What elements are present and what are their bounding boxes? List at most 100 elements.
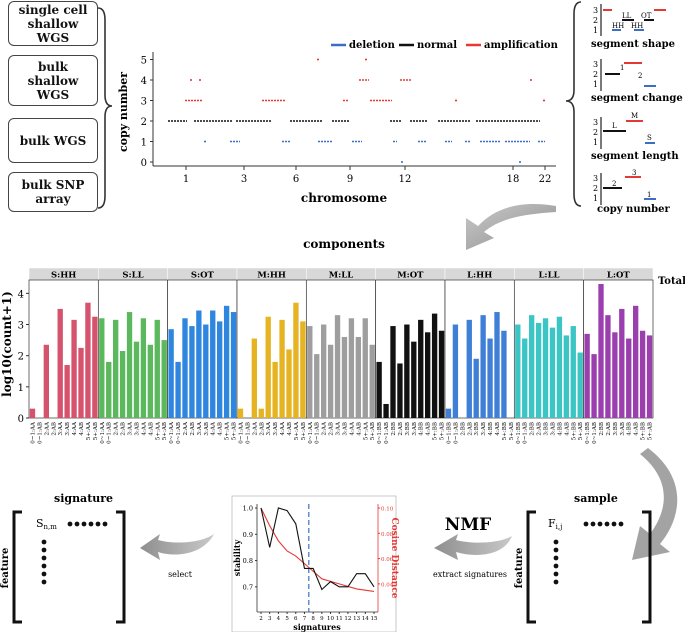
bar-label: 2:AA: [183, 421, 189, 435]
bar: [376, 361, 382, 418]
bar-label: 2:AB: [259, 422, 265, 436]
svg-text:Sn,m: Sn,m: [36, 517, 57, 531]
bar: [286, 349, 292, 418]
bar-label: 0~1:AB: [107, 422, 113, 444]
bar-label: 5+:BB: [571, 422, 577, 440]
bar: [106, 361, 112, 418]
st-xtick: 9: [320, 616, 324, 622]
bar-label: 4:AB: [356, 422, 362, 436]
bar: [210, 310, 216, 418]
comp-ytick-1: 1: [18, 383, 24, 394]
bar-label: 0~1:AB: [523, 422, 529, 444]
bar-label: 0~1:BB: [377, 422, 383, 444]
bar: [43, 344, 49, 418]
bar: [64, 365, 70, 418]
bar: [445, 408, 452, 418]
signature-feature-label: feature: [0, 548, 11, 589]
legend-amplification: amplification: [484, 40, 559, 51]
svg-text:Fi,j: Fi,j: [548, 517, 562, 531]
arrow-nmf: [434, 534, 512, 560]
svg-text:M: M: [631, 112, 638, 120]
svg-text:2: 2: [593, 128, 598, 137]
bar: [251, 338, 257, 418]
cn-xlabel: chromosome: [301, 191, 388, 205]
feature-caption-shape: segment shape: [591, 39, 675, 50]
bar-label: 5+:BB: [433, 422, 439, 440]
component-panel-l-hh: L:HH 0~1:BB 0~1:AB 2:BB 2:AB 3:BB 3:AB 4:BB 4:AB…: [444, 267, 515, 444]
bar: [591, 354, 597, 418]
cosine-line: [260, 507, 375, 593]
bar-label: 2:AA: [44, 421, 50, 435]
feature-caption-length: segment length: [591, 151, 679, 162]
bar-label: 5+:AB: [162, 422, 168, 440]
components-total-label: Total: [658, 276, 685, 287]
bar: [175, 361, 181, 418]
bar: [71, 319, 77, 418]
component-panel-l-ot: L:OT 0~1:BB 0~1:AB 2:BB 2:AB 3:BB 3:AB 4:BB 4:AB…: [583, 267, 654, 444]
bar: [237, 408, 244, 418]
bar-label: 4:AA: [280, 421, 286, 435]
bar: [535, 322, 542, 418]
svg-text:L: L: [612, 122, 617, 130]
st-xtick: 6: [294, 616, 298, 622]
bar: [348, 318, 355, 418]
panel-title: M:LL: [329, 271, 354, 281]
component-panel-l-ll: L:LL 0~1:BB 0~1:AB 2:BB 2:AB 3:BB 3:AB 4:BB 4:AB…: [513, 267, 584, 444]
feature-segment-length: 3 2 1 L M S segment length: [591, 112, 679, 162]
panel-title: M:HH: [257, 271, 286, 281]
cn-ytick-3: 3: [141, 97, 147, 108]
bar: [140, 318, 147, 418]
svg-text:2: 2: [612, 180, 616, 188]
bar: [369, 344, 375, 418]
bar: [480, 315, 486, 418]
svg-text:LL: LL: [622, 12, 632, 20]
bar: [619, 308, 625, 418]
bar-label: 3:AB: [620, 422, 626, 436]
feature-segment-change: 3 2 1 1 2 segment change: [591, 59, 683, 104]
st-xtick: 3: [268, 616, 272, 622]
bar: [265, 316, 271, 418]
bar: [321, 324, 327, 418]
bar: [272, 361, 278, 418]
bar-label: 3:BB: [474, 422, 480, 436]
bar: [85, 302, 91, 418]
bar-label: 2:BB: [460, 422, 466, 436]
bar-label: 2:AA: [114, 421, 120, 435]
bar-label: 2:BB: [391, 422, 397, 436]
bar: [182, 318, 188, 418]
bar-label: 5+:AB: [509, 422, 515, 440]
bar: [452, 324, 459, 418]
bar-label: 5+:AB: [648, 422, 654, 440]
bar-label: 0~1:AB: [245, 422, 251, 444]
bar-label: 3:AB: [204, 422, 210, 436]
cn-xtick-6: 6: [293, 174, 299, 185]
st-ytick: 1.0: [243, 505, 253, 513]
stability-xlabel: signatures: [293, 622, 341, 632]
bar-label: 4:AB: [426, 422, 432, 436]
data-type-bulk-wgs: bulk WGS: [8, 118, 98, 163]
bar: [189, 326, 195, 418]
bar: [390, 326, 396, 418]
component-panel-m-hh: M:HH 0~1:AA 0~1:AB 2:AA 2:AB 3:AA 3:AB 4:AA 4:AB…: [236, 267, 307, 444]
svg-text:1: 1: [593, 26, 598, 35]
bar-label: 2:AB: [398, 422, 404, 436]
bar: [168, 329, 174, 418]
bar: [57, 308, 63, 418]
bar: [425, 332, 431, 418]
st-xtick: 7: [303, 616, 307, 622]
bar: [300, 321, 306, 418]
bar: [92, 316, 98, 418]
svg-text:2: 2: [638, 72, 642, 80]
bar-label: 0~1:BB: [585, 422, 591, 444]
bar: [515, 324, 521, 418]
bar: [556, 316, 563, 418]
stability-line: [260, 507, 375, 591]
stability-ylabel: stability: [232, 539, 242, 576]
bar-label: 3:AB: [481, 422, 487, 436]
st-xtick: 4: [277, 616, 281, 622]
bar-label: 5+:AA: [294, 421, 300, 440]
panel-title: L:LL: [538, 271, 559, 281]
bar: [522, 338, 528, 418]
components-ylabel: log10(count+1): [0, 291, 14, 397]
svg-text:S: S: [647, 134, 652, 142]
